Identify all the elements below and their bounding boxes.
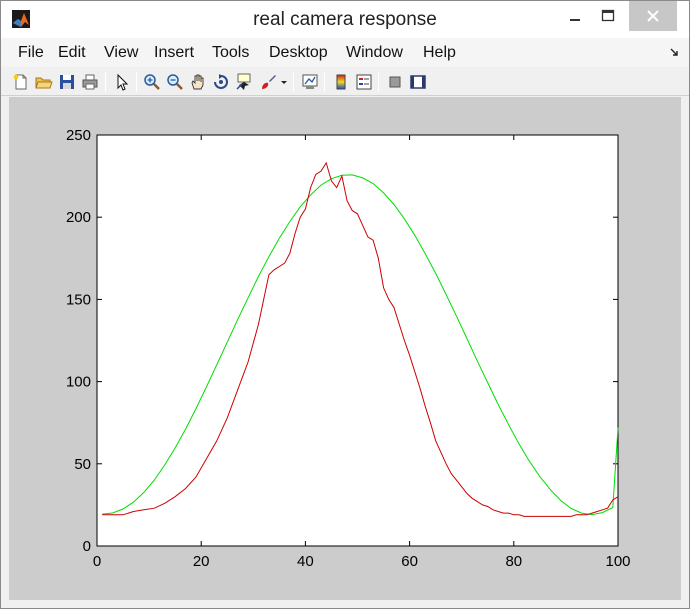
new-figure-icon	[13, 74, 27, 90]
menu-tools[interactable]: Tools	[212, 44, 250, 61]
toolbar-separator	[105, 72, 106, 92]
toolbar-separator	[324, 72, 325, 92]
zoom-out-button[interactable]	[166, 73, 184, 91]
close-icon	[647, 10, 659, 22]
brush-button[interactable]	[259, 73, 277, 91]
x-tick-label: 0	[93, 553, 101, 570]
brush-icon	[262, 75, 276, 89]
pan-button[interactable]	[189, 73, 207, 91]
toolbar-separator	[136, 72, 137, 92]
link-plot-button[interactable]	[301, 73, 319, 91]
rotate-3d-icon	[214, 74, 228, 89]
new-figure-button[interactable]	[12, 73, 30, 91]
data-cursor-icon	[236, 73, 251, 90]
menu-file[interactable]: File	[18, 44, 44, 61]
brush-dropdown-icon	[281, 81, 287, 84]
plot-svg[interactable]: 0 20 40 60 80 100 0 50 100 150 200 250	[9, 97, 681, 600]
y-tick-label: 200	[66, 209, 91, 226]
insert-colorbar-button[interactable]	[332, 73, 350, 91]
show-plot-tools-button[interactable]	[409, 73, 427, 91]
pan-hand-icon	[191, 74, 204, 90]
insert-legend-button[interactable]	[355, 73, 373, 91]
y-tick-label: 150	[66, 291, 91, 308]
link-plot-icon	[302, 74, 318, 89]
menu-desktop[interactable]: Desktop	[269, 44, 328, 61]
zoom-in-button[interactable]	[143, 73, 161, 91]
toolbar-separator	[378, 72, 379, 92]
maximize-button[interactable]	[589, 1, 627, 31]
y-tick-label: 50	[74, 456, 91, 473]
show-plot-tools-icon	[410, 75, 426, 89]
edit-plot-arrow-icon	[117, 73, 129, 91]
menu-window[interactable]: Window	[346, 44, 403, 61]
legend-icon	[356, 74, 372, 90]
hide-plot-tools-icon	[389, 76, 401, 88]
matlab-icon[interactable]	[12, 10, 30, 28]
menu-insert[interactable]: Insert	[154, 44, 195, 61]
window-title: real camera response	[253, 9, 437, 30]
minimize-icon	[570, 19, 580, 21]
hide-plot-tools-button[interactable]	[386, 73, 404, 91]
x-tick-label: 100	[605, 553, 630, 570]
x-tick-label: 20	[193, 553, 210, 570]
y-tick-label: 100	[66, 374, 91, 391]
x-tick-label: 40	[297, 553, 314, 570]
zoom-out-icon	[167, 74, 183, 90]
edit-plot-button[interactable]	[113, 73, 131, 91]
series-line-red[interactable]	[102, 161, 619, 517]
y-tick-label: 250	[66, 127, 91, 144]
maximize-icon	[601, 9, 615, 22]
brush-dropdown-button[interactable]	[280, 73, 288, 91]
menu-view[interactable]: View	[104, 44, 139, 61]
figure-canvas[interactable]: 0 20 40 60 80 100 0 50 100 150 200 250	[9, 97, 681, 600]
plot-axes[interactable]	[96, 134, 619, 547]
x-tick-label: 80	[505, 553, 522, 570]
title-bar[interactable]: real camera response	[1, 1, 689, 38]
save-button[interactable]	[58, 73, 76, 91]
menu-edit[interactable]: Edit	[58, 44, 86, 61]
data-cursor-button[interactable]	[235, 73, 253, 91]
rotate-3d-button[interactable]	[212, 73, 230, 91]
print-icon	[82, 74, 98, 90]
series-line-green[interactable]	[102, 174, 619, 516]
toolbar-separator	[293, 72, 294, 92]
y-tick-label: 0	[83, 538, 91, 555]
figure-toolbar	[1, 67, 689, 96]
print-button[interactable]	[81, 73, 99, 91]
dock-arrow-icon[interactable]	[669, 47, 679, 57]
open-file-icon	[35, 77, 53, 89]
save-icon	[60, 75, 74, 89]
minimize-button[interactable]	[556, 1, 594, 31]
x-tick-label: 60	[401, 553, 418, 570]
menu-bar: File Edit View Insert Tools Desktop Wind…	[1, 38, 689, 67]
open-file-button[interactable]	[35, 73, 53, 91]
close-button[interactable]	[629, 1, 677, 31]
menu-help[interactable]: Help	[423, 44, 456, 61]
colorbar-icon	[336, 74, 346, 90]
zoom-in-icon	[144, 74, 160, 90]
